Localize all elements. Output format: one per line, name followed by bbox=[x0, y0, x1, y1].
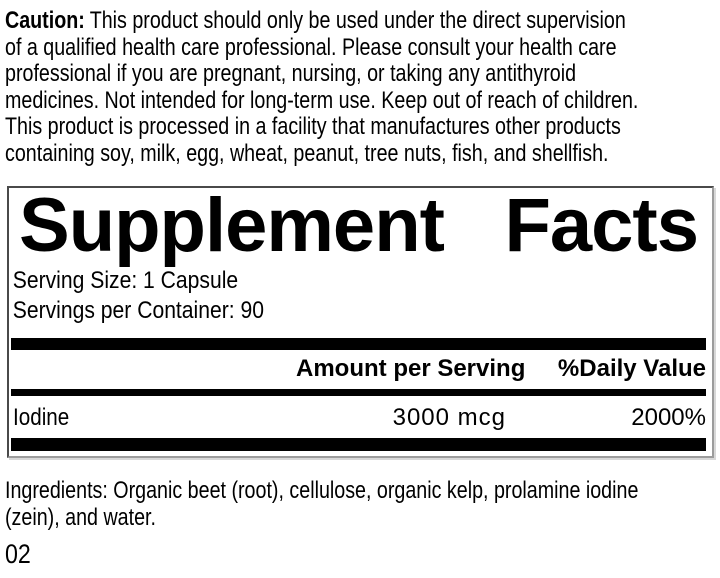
nutrient-name-cell: Iodine bbox=[11, 404, 296, 432]
table-row: Iodine 3000 mcg 2000% bbox=[11, 396, 706, 438]
title-word-supplement: Supplement bbox=[19, 183, 445, 268]
serving-size: Serving Size: 1 Capsule bbox=[12, 267, 239, 294]
caution-line: containing soy, milk, egg, wheat, peanut… bbox=[5, 139, 609, 167]
supplement-facts-panel: Supplement Facts Serving Size: 1 Capsule… bbox=[7, 186, 714, 458]
divider-bar-bottom bbox=[11, 438, 706, 451]
ingredients-paragraph: Ingredients: Organic beet (root), cellul… bbox=[5, 477, 720, 531]
title-word-facts: Facts bbox=[504, 183, 699, 268]
column-daily-value-header: %Daily Value bbox=[557, 355, 706, 382]
lot-code: 02 bbox=[5, 539, 31, 569]
ingredients-line: (zein), and water. bbox=[5, 503, 156, 531]
panel-title: Supplement Facts bbox=[11, 183, 706, 268]
caution-label: Caution: bbox=[5, 7, 85, 34]
caution-line: This product is processed in a facility … bbox=[5, 113, 621, 140]
caution-paragraph: Caution: This product should only be used… bbox=[5, 7, 720, 167]
caution-line: Caution: This product should only be used… bbox=[5, 7, 626, 35]
servings-per-container: Servings per Container: 90 bbox=[12, 297, 265, 324]
divider-bar-middle bbox=[11, 389, 706, 396]
nutrient-name: Iodine bbox=[13, 404, 70, 431]
caution-line: professional if you are pregnant, nursin… bbox=[5, 60, 577, 87]
ingredients-line: Ingredients: Organic beet (root), cellul… bbox=[5, 477, 639, 504]
caution-line: of a qualified health care professional.… bbox=[5, 33, 617, 61]
caution-line: medicines. Not intended for long-term us… bbox=[5, 86, 639, 114]
nutrient-amount: 3000 mcg bbox=[392, 404, 506, 431]
nutrient-daily-value: 2000% bbox=[631, 404, 706, 431]
divider-bar-top bbox=[11, 338, 706, 350]
column-amount-header: Amount per Serving bbox=[296, 355, 526, 382]
table-header-row: Amount per Serving %Daily Value bbox=[11, 350, 706, 389]
caution-text: This product should only be used under t… bbox=[89, 7, 626, 34]
